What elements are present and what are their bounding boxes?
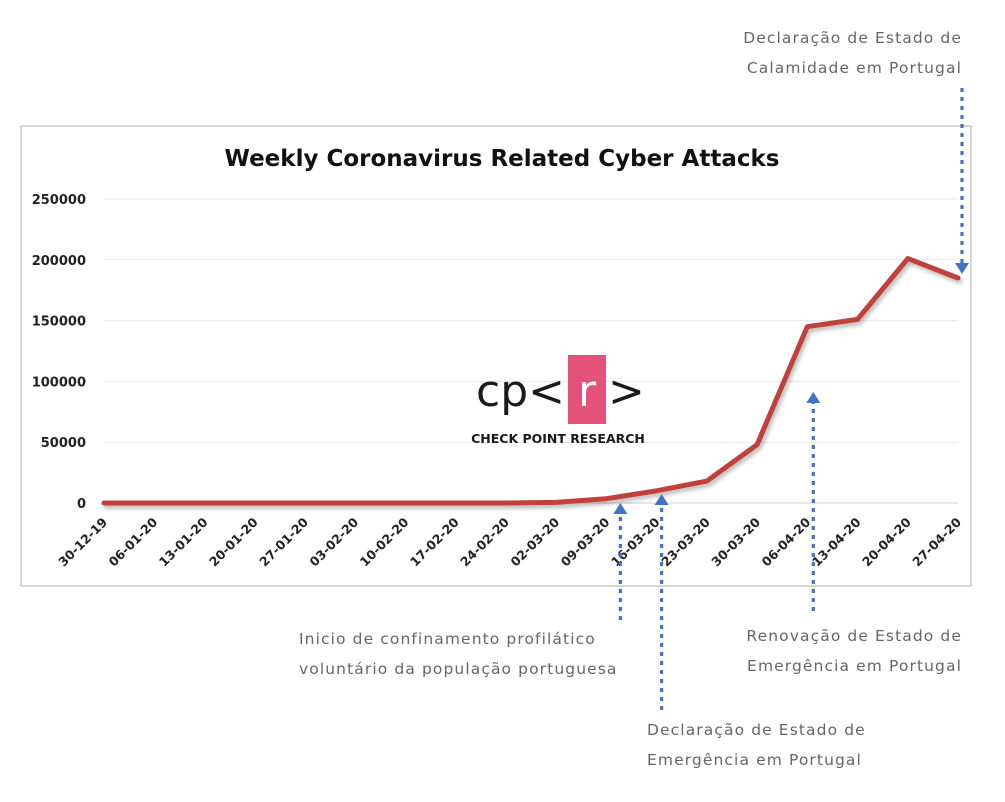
- series-layer: [101, 256, 961, 506]
- annotation-renovacao: Renovação de Estado de Emergência em Por…: [746, 627, 962, 675]
- y-tick-label: 0: [77, 497, 86, 512]
- chart-title: Weekly Coronavirus Related Cyber Attacks: [225, 146, 780, 172]
- annotation-emergencia: Declaração de Estado de Emergência em Po…: [647, 721, 866, 769]
- annotation-calamidade-line1: Declaração de Estado de: [743, 29, 962, 47]
- logo-close-text: >: [608, 366, 645, 417]
- y-tick-label: 250000: [32, 193, 86, 208]
- y-tick-label: 150000: [32, 315, 86, 330]
- y-axis-ticks: 0 50000 100000 150000 200000 250000: [32, 193, 86, 512]
- check-point-research-logo: cp< r > CHECK POINT RESEARCH: [471, 355, 645, 446]
- annotation-confinamento: Inicio de confinamento profilático volun…: [299, 630, 618, 678]
- y-tick-label: 200000: [32, 254, 86, 269]
- y-tick-label: 50000: [41, 436, 86, 451]
- y-tick-label: 100000: [32, 375, 86, 390]
- logo-subtitle: CHECK POINT RESEARCH: [471, 431, 645, 446]
- annotation-emergencia-line1: Declaração de Estado de: [647, 721, 866, 739]
- annotation-renovacao-line2: Emergência em Portugal: [747, 657, 962, 675]
- logo-r-box: [568, 355, 606, 424]
- logo-r-text: r: [578, 366, 597, 417]
- annotation-confinamento-line2: voluntário da população portuguesa: [299, 660, 618, 678]
- annotation-calamidade: Declaração de Estado de Calamidade em Po…: [743, 29, 962, 77]
- chart-frame: [20, 125, 972, 587]
- logo-cp-text: cp<: [476, 366, 565, 417]
- annotation-confinamento-line1: Inicio de confinamento profilático: [299, 630, 596, 648]
- arrow-emergencia-arrowhead: [654, 494, 669, 505]
- annotation-emergencia-line2: Emergência em Portugal: [647, 751, 862, 769]
- gridlines: [104, 198, 958, 504]
- annotation-calamidade-line2: Calamidade em Portugal: [747, 59, 962, 77]
- arrow-confinamento-arrowhead: [613, 503, 628, 514]
- series-line: [101, 256, 961, 506]
- annotation-arrows: [613, 88, 969, 710]
- arrow-calamidade-arrowhead: [955, 263, 969, 274]
- annotation-renovacao-line1: Renovação de Estado de: [746, 627, 962, 645]
- arrow-renovacao-arrowhead: [806, 392, 821, 403]
